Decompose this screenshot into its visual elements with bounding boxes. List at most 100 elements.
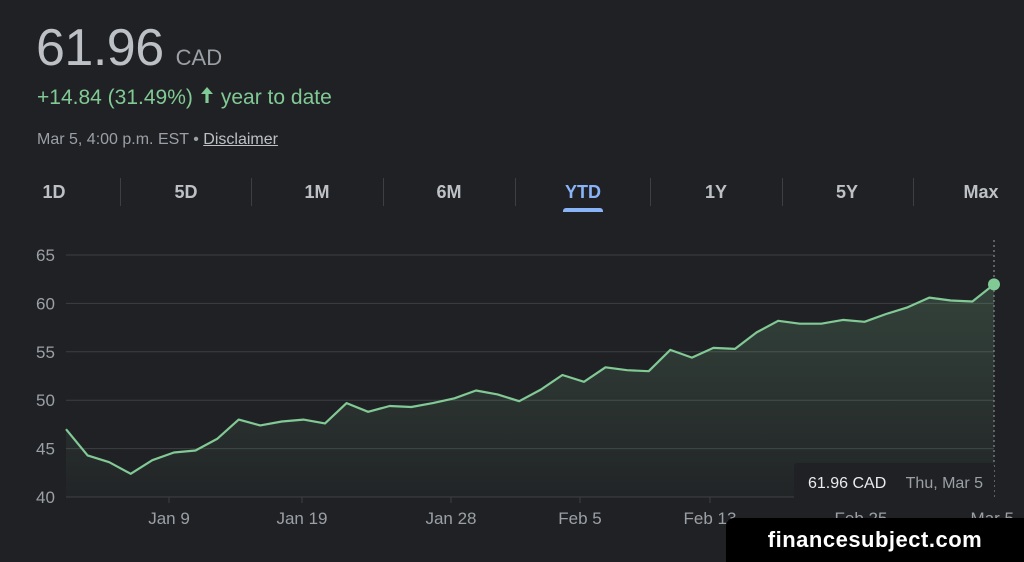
tab-label: 6M bbox=[436, 182, 462, 202]
tab-label: 1M bbox=[304, 182, 330, 202]
data-point bbox=[540, 388, 542, 390]
x-tick-label: Jan 28 bbox=[425, 509, 476, 528]
data-point bbox=[216, 438, 218, 440]
data-point bbox=[475, 389, 477, 391]
change-value: +14.84 (31.49%) bbox=[37, 86, 193, 109]
tab-label: Max bbox=[963, 182, 999, 202]
data-point bbox=[86, 454, 88, 456]
data-point bbox=[194, 449, 196, 451]
price-chart[interactable]: 40 45 50 55 60 65 Jan 9 Jan 19 Jan 28 Feb 5 Feb 1… bbox=[0, 230, 1024, 562]
tab-divider bbox=[650, 178, 651, 206]
data-point bbox=[108, 461, 110, 463]
tab-label: YTD bbox=[565, 182, 601, 202]
data-point bbox=[410, 406, 412, 408]
data-point bbox=[345, 402, 347, 404]
separator-bullet: • bbox=[193, 131, 199, 148]
tooltip-date: Thu, Mar 5 bbox=[906, 475, 983, 492]
data-point bbox=[647, 370, 649, 372]
current-price: 61.96 bbox=[36, 19, 164, 77]
data-point bbox=[691, 356, 693, 358]
data-point bbox=[324, 422, 326, 424]
y-tick-label: 60 bbox=[36, 294, 55, 313]
data-point bbox=[863, 321, 865, 323]
tab-1y[interactable]: 1Y bbox=[666, 172, 766, 212]
tab-divider bbox=[120, 178, 121, 206]
data-point bbox=[389, 405, 391, 407]
x-tick-label: Feb 13 bbox=[684, 509, 737, 528]
tab-ytd[interactable]: YTD bbox=[533, 172, 633, 212]
tab-label: 5Y bbox=[835, 182, 859, 202]
arrow-up-icon bbox=[199, 86, 215, 110]
data-point bbox=[367, 411, 369, 413]
data-point bbox=[432, 402, 434, 404]
currency-label: CAD bbox=[175, 45, 223, 70]
y-tick-label: 40 bbox=[36, 488, 55, 507]
current-price-marker[interactable] bbox=[988, 278, 1000, 291]
active-tab-indicator bbox=[563, 208, 603, 212]
watermark: financesubject.com bbox=[726, 518, 1024, 562]
data-point bbox=[799, 323, 801, 325]
data-point bbox=[604, 366, 606, 368]
tab-divider bbox=[383, 178, 384, 206]
tab-1m[interactable]: 1M bbox=[267, 172, 367, 212]
tab-divider bbox=[515, 178, 516, 206]
tab-label: 1D bbox=[42, 182, 66, 202]
data-point bbox=[302, 418, 304, 420]
price-change: +14.84 (31.49%) year to date bbox=[37, 86, 332, 110]
data-point bbox=[237, 418, 239, 420]
tab-label: 5D bbox=[174, 182, 198, 202]
data-point bbox=[626, 369, 628, 371]
tooltip-price: 61.96 CAD bbox=[808, 475, 886, 492]
x-tick-label: Jan 19 bbox=[276, 509, 327, 528]
data-point bbox=[712, 347, 714, 349]
data-point bbox=[777, 320, 779, 322]
data-point bbox=[885, 313, 887, 315]
tab-label: 1Y bbox=[704, 182, 728, 202]
change-period: year to date bbox=[220, 86, 332, 109]
price-area bbox=[66, 284, 994, 497]
tab-divider bbox=[782, 178, 783, 206]
y-tick-label: 45 bbox=[36, 440, 55, 459]
data-point bbox=[669, 349, 671, 351]
data-point bbox=[65, 428, 67, 430]
timestamp: Mar 5, 4:00 p.m. EST bbox=[37, 131, 189, 148]
range-tabs: 1D 5D 1M 6M YTD 1Y 5Y Max bbox=[0, 172, 1024, 212]
price-header: 61.96 CAD bbox=[36, 18, 222, 78]
y-tick-label: 65 bbox=[36, 246, 55, 265]
data-point bbox=[259, 424, 261, 426]
data-point bbox=[928, 296, 930, 298]
data-point bbox=[281, 420, 283, 422]
data-point bbox=[755, 331, 757, 333]
data-point bbox=[583, 381, 585, 383]
data-point bbox=[842, 319, 844, 321]
data-point bbox=[734, 348, 736, 350]
price-line bbox=[65, 283, 995, 475]
data-point bbox=[151, 459, 153, 461]
tab-divider bbox=[251, 178, 252, 206]
tab-5d[interactable]: 5D bbox=[136, 172, 236, 212]
data-point bbox=[971, 300, 973, 302]
tab-1d[interactable]: 1D bbox=[4, 172, 104, 212]
data-point bbox=[950, 299, 952, 301]
tab-divider bbox=[913, 178, 914, 206]
data-point bbox=[496, 393, 498, 395]
tab-6m[interactable]: 6M bbox=[399, 172, 499, 212]
tab-max[interactable]: Max bbox=[931, 172, 1024, 212]
data-point bbox=[518, 400, 520, 402]
y-tick-label: 50 bbox=[36, 391, 55, 410]
x-tick-label: Jan 9 bbox=[148, 509, 190, 528]
data-point bbox=[173, 451, 175, 453]
tooltip-box bbox=[794, 463, 994, 503]
tooltip: 61.96 CAD Thu, Mar 5 bbox=[794, 463, 994, 503]
tab-5y[interactable]: 5Y bbox=[797, 172, 897, 212]
data-point bbox=[130, 473, 132, 475]
quote-meta: Mar 5, 4:00 p.m. EST • Disclaimer bbox=[37, 131, 278, 149]
y-tick-label: 55 bbox=[36, 343, 55, 362]
data-point bbox=[561, 374, 563, 376]
data-point bbox=[820, 323, 822, 325]
disclaimer-link[interactable]: Disclaimer bbox=[203, 131, 278, 148]
x-tick-label: Feb 5 bbox=[558, 509, 601, 528]
data-point bbox=[906, 306, 908, 308]
data-point bbox=[453, 397, 455, 399]
